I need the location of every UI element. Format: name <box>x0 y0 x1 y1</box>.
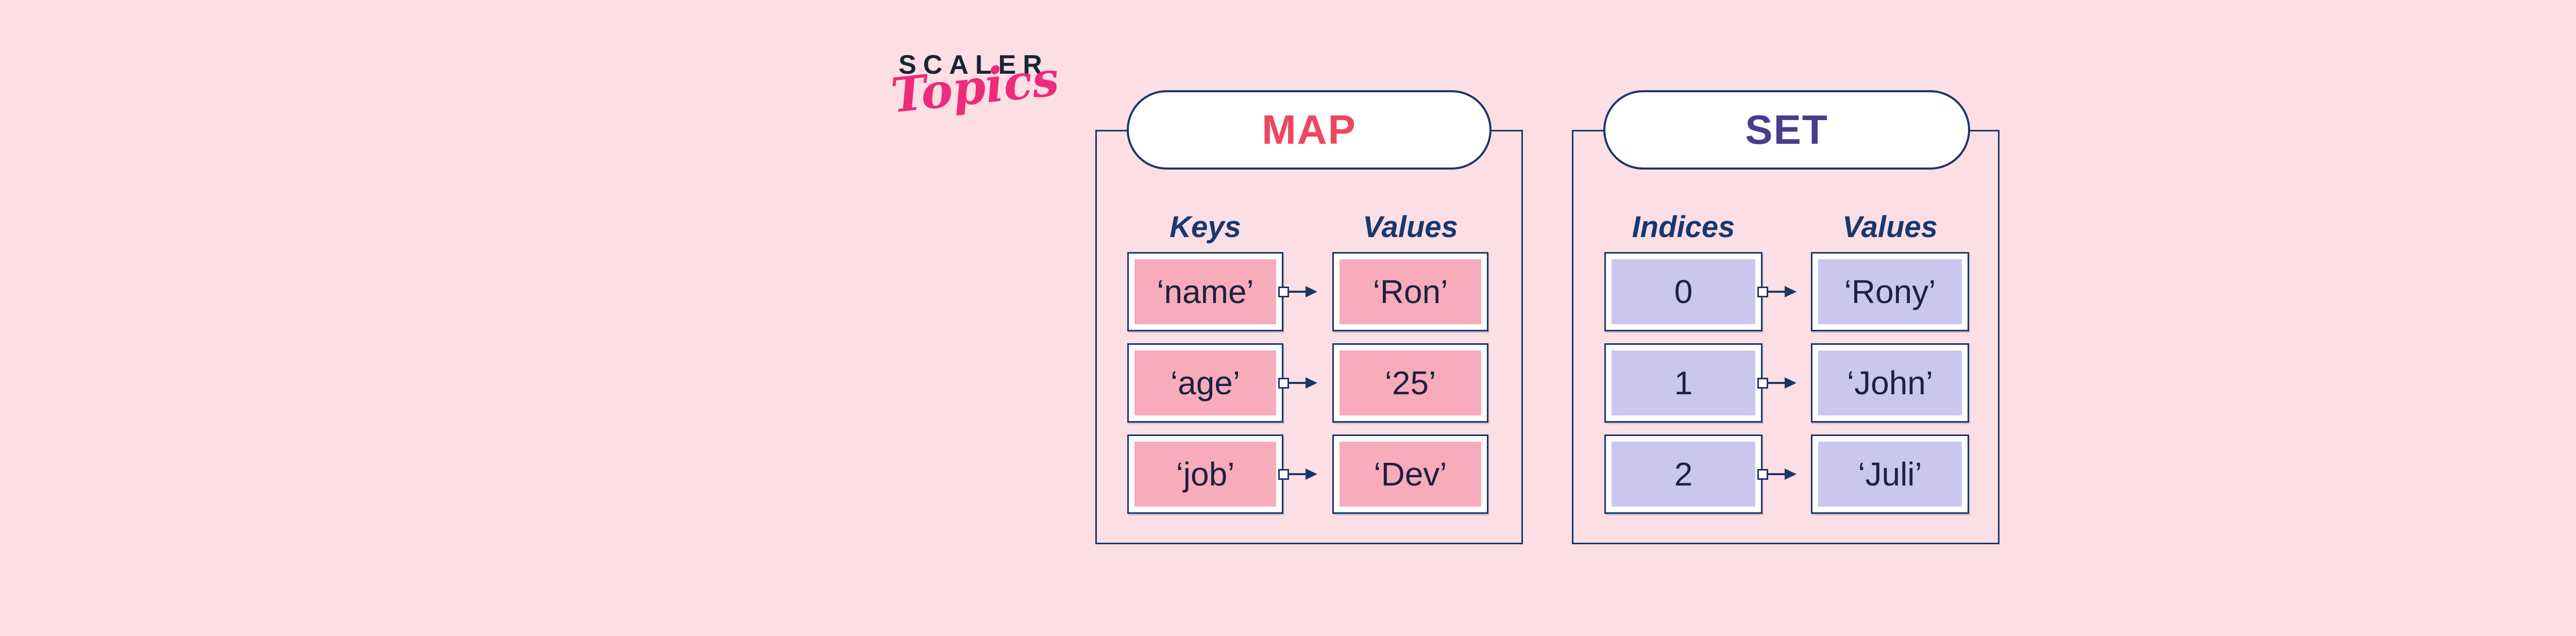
set-arrow-connector-2 <box>1757 468 1797 480</box>
arrow-head-icon <box>1785 377 1797 389</box>
connector-square-icon <box>1278 377 1289 389</box>
map-key-cell-1: ‘age’ <box>1127 343 1283 423</box>
map-arrow-connector-1 <box>1278 377 1317 389</box>
map-arrow-connector-0 <box>1278 286 1317 297</box>
set-value-text-0: ‘Rony’ <box>1818 259 1962 324</box>
set-index-cell-0: 0 <box>1604 252 1762 331</box>
map-keys-column-label: Keys <box>1170 210 1241 244</box>
set-title-pill: SET <box>1603 90 1970 170</box>
set-index-text-0: 0 <box>1612 259 1755 324</box>
arrow-shaft <box>1768 291 1785 293</box>
map-arrow-connector-2 <box>1278 468 1317 480</box>
set-indices-column-label: Indices <box>1632 210 1735 244</box>
map-value-text-0: ‘Ron’ <box>1340 259 1481 324</box>
set-value-text-1: ‘John’ <box>1818 350 1962 415</box>
arrow-shaft <box>1289 382 1306 384</box>
map-key-cell-2: ‘job’ <box>1127 434 1283 514</box>
arrow-shaft <box>1768 382 1785 384</box>
map-key-text-1: ‘age’ <box>1134 350 1276 415</box>
arrow-shaft <box>1768 473 1785 475</box>
arrow-head-icon <box>1306 377 1317 389</box>
connector-square-icon <box>1278 286 1289 297</box>
set-index-text-1: 1 <box>1612 350 1755 415</box>
connector-square-icon <box>1757 468 1768 480</box>
arrow-shaft <box>1289 291 1306 293</box>
map-title-pill: MAP <box>1127 90 1492 170</box>
connector-square-icon <box>1278 468 1289 480</box>
arrow-head-icon <box>1785 286 1797 297</box>
scaler-topics-logo: SCALER Topics <box>888 49 1062 124</box>
logo-scaler-text: SCALER <box>899 50 1049 80</box>
map-value-cell-2: ‘Dev’ <box>1332 434 1488 514</box>
set-values-column-label: Values <box>1842 210 1938 244</box>
arrow-head-icon <box>1785 468 1797 480</box>
set-value-cell-0: ‘Rony’ <box>1811 252 1969 331</box>
set-value-text-2: ‘Juli’ <box>1818 442 1962 507</box>
map-value-text-1: ‘25’ <box>1340 350 1481 415</box>
map-title: MAP <box>1262 107 1357 153</box>
arrow-head-icon <box>1306 468 1317 480</box>
connector-square-icon <box>1757 286 1768 297</box>
map-values-column-label: Values <box>1363 210 1458 244</box>
map-value-text-2: ‘Dev’ <box>1340 442 1481 507</box>
set-title: SET <box>1745 107 1828 153</box>
set-diagram: SET Indices Values 0 ‘Rony’ 1 ‘John’ 2 ‘… <box>1572 90 1999 551</box>
connector-square-icon <box>1757 377 1768 389</box>
set-value-cell-1: ‘John’ <box>1811 343 1969 423</box>
map-key-cell-0: ‘name’ <box>1127 252 1283 331</box>
map-key-text-0: ‘name’ <box>1134 259 1276 324</box>
map-key-text-2: ‘job’ <box>1134 442 1276 507</box>
map-diagram: MAP Keys Values ‘name’ ‘Ron’ ‘age’ ‘25’ … <box>1095 90 1523 551</box>
set-arrow-connector-1 <box>1757 377 1797 389</box>
map-value-cell-0: ‘Ron’ <box>1332 252 1488 331</box>
set-arrow-connector-0 <box>1757 286 1797 297</box>
arrow-shaft <box>1289 473 1306 475</box>
logo-topics-text: Topics <box>888 51 1062 124</box>
set-index-text-2: 2 <box>1612 442 1755 507</box>
set-value-cell-2: ‘Juli’ <box>1811 434 1969 514</box>
set-index-cell-2: 2 <box>1604 434 1762 514</box>
set-index-cell-1: 1 <box>1604 343 1762 423</box>
map-value-cell-1: ‘25’ <box>1332 343 1488 423</box>
arrow-head-icon <box>1306 286 1317 297</box>
